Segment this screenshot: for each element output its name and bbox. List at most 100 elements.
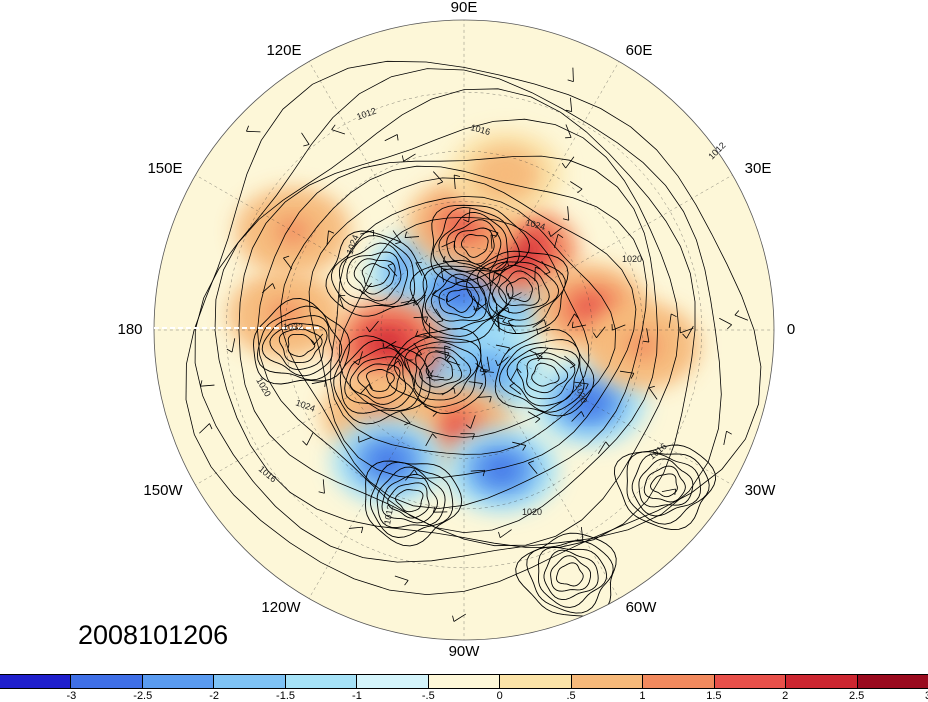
isobar-contour xyxy=(419,351,463,388)
lon-label-120e: 120E xyxy=(266,42,301,59)
wind-barb xyxy=(415,261,423,276)
lon-label-150w: 150W xyxy=(143,482,183,499)
wind-barb xyxy=(472,295,480,310)
wind-barb xyxy=(553,233,564,248)
colorbar-tick-label: 3 xyxy=(925,690,928,702)
wind-barb xyxy=(413,342,423,357)
wind-barb xyxy=(331,124,346,135)
wind-barb xyxy=(283,255,293,270)
colorbar-tick-label: -2 xyxy=(209,690,220,702)
wind-barb xyxy=(648,385,658,400)
wind-barb xyxy=(394,575,409,586)
lon-label-90e: 90E xyxy=(451,0,478,16)
isobar-contour xyxy=(386,328,487,415)
isobar-contour xyxy=(194,68,722,563)
lon-label-120w: 120W xyxy=(261,599,301,616)
wind-barb xyxy=(548,227,562,237)
isobar-contour xyxy=(505,277,533,302)
wind-barb xyxy=(682,325,694,339)
wind-barb xyxy=(423,322,430,338)
colorbar-swatch xyxy=(857,675,928,688)
wind-barb xyxy=(405,469,418,481)
wind-barb xyxy=(446,294,461,303)
isobar-contour xyxy=(550,555,592,592)
isobar-label: 1020 xyxy=(522,507,542,517)
wind-barb xyxy=(440,268,448,283)
wind-barb xyxy=(429,370,445,379)
colorbar-tick-label: -1.5 xyxy=(276,690,296,702)
isobar-contour xyxy=(338,216,590,438)
wind-barb xyxy=(452,613,466,622)
wind-barb xyxy=(404,231,420,238)
wind-barb xyxy=(400,411,411,426)
map-boundary xyxy=(153,19,775,641)
wind-barb xyxy=(226,338,236,353)
isobar-contour xyxy=(650,473,678,498)
wind-barb xyxy=(348,526,364,534)
wind-barb xyxy=(565,124,572,139)
isobar-contour xyxy=(498,339,585,413)
wind-barb xyxy=(310,333,324,346)
wind-barb xyxy=(528,460,538,475)
wind-barb xyxy=(532,319,547,328)
isobar-label: 1020 xyxy=(622,254,642,264)
wind-barb xyxy=(561,156,575,169)
lon-label-90w: 90W xyxy=(449,643,481,660)
colorbar-tick-label: 2 xyxy=(782,690,789,702)
wind-barb xyxy=(495,307,510,316)
wind-barb xyxy=(734,310,749,321)
wind-barb xyxy=(441,387,456,396)
wind-barb xyxy=(200,380,215,387)
wind-barb xyxy=(444,345,451,361)
colorbar-tick-label: -1 xyxy=(352,690,362,702)
colorbar-swatch xyxy=(0,675,72,688)
wind-barb xyxy=(495,356,509,367)
wind-barb xyxy=(483,356,490,371)
isobar-contour xyxy=(253,298,350,385)
wind-barb xyxy=(611,324,626,331)
wind-barb xyxy=(565,97,573,112)
wind-barb xyxy=(534,266,542,282)
wind-barb xyxy=(382,341,397,349)
meridian-line xyxy=(477,61,620,307)
isobar-contour xyxy=(424,268,498,330)
isobar-contour xyxy=(308,177,637,479)
wind-barb xyxy=(359,282,372,295)
wind-barb xyxy=(470,469,486,477)
wind-barb xyxy=(507,319,517,333)
isobar-contour xyxy=(526,540,614,614)
wind-barb xyxy=(441,240,456,248)
isobar-contour xyxy=(395,489,424,513)
wind-barb xyxy=(359,383,373,395)
isobar-contour xyxy=(349,356,407,405)
meridian-line xyxy=(308,353,451,599)
colorbar xyxy=(0,674,928,689)
wind-barb xyxy=(353,351,363,366)
colorbar-tick-label: -.5 xyxy=(421,690,435,702)
wind-barb xyxy=(302,432,314,446)
isobar-contour xyxy=(414,347,472,395)
wind-barb xyxy=(576,527,584,542)
anomaly-region xyxy=(447,130,564,219)
isobar-contour xyxy=(269,322,328,370)
isobar-contour xyxy=(425,357,454,381)
wind-barb xyxy=(719,317,732,330)
meridian-line xyxy=(195,343,441,486)
colorbar-swatch xyxy=(428,675,501,688)
isobar-contour xyxy=(185,60,762,596)
wind-barb xyxy=(507,292,522,300)
wind-barb xyxy=(387,360,402,371)
isobar-contour xyxy=(366,368,395,392)
wind-barb xyxy=(564,355,576,369)
colorbar-swatch xyxy=(71,675,143,688)
wind-barb xyxy=(574,381,589,390)
colorbar-swatch xyxy=(142,675,215,688)
isobar-contour xyxy=(556,562,584,587)
wind-barb xyxy=(723,430,732,445)
wind-barb xyxy=(468,381,483,390)
isobar-contour xyxy=(278,328,323,364)
wind-barb xyxy=(495,344,511,354)
meridian-line xyxy=(308,61,451,307)
wind-barb xyxy=(571,321,587,329)
wind-barb xyxy=(358,436,373,443)
